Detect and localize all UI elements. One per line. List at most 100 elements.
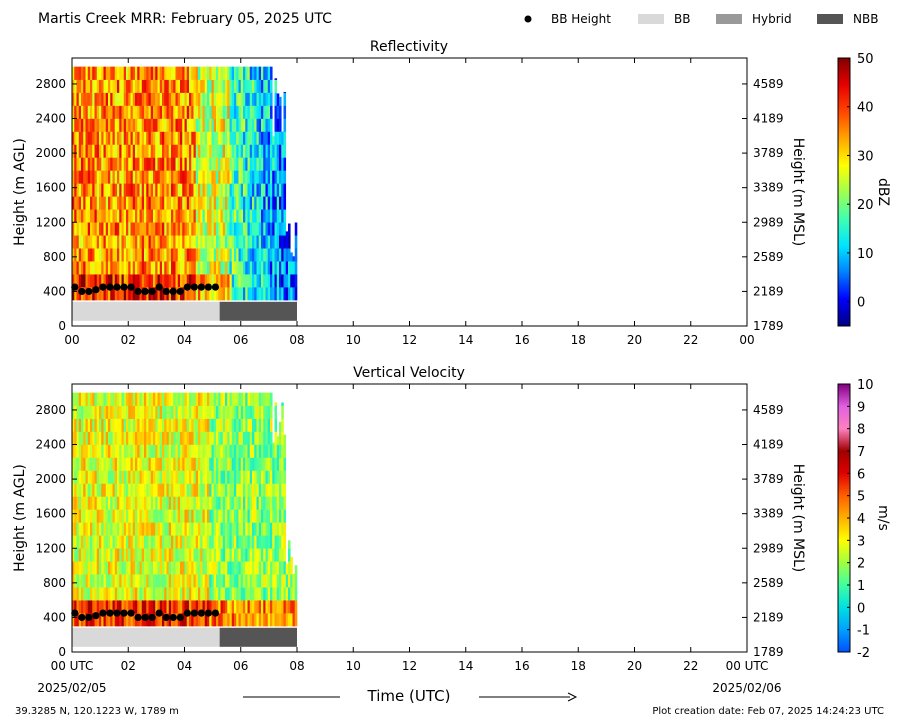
heatmap-cell: [130, 170, 134, 184]
heatmap-cell: [110, 483, 113, 497]
heatmap-cell: [128, 144, 131, 158]
heatmap-cell: [236, 92, 239, 106]
heatmap-cell: [274, 405, 278, 419]
heatmap-cell: [220, 548, 224, 562]
heatmap-cell: [182, 600, 185, 614]
heatmap-cell: [148, 405, 152, 419]
heatmap-cell: [180, 157, 183, 171]
heatmap-cell: [126, 196, 129, 210]
heatmap-cell: [171, 561, 174, 575]
heatmap-cell: [155, 157, 158, 171]
heatmap-cell: [234, 483, 237, 497]
heatmap-cell: [123, 496, 127, 510]
heatmap-cell: [285, 235, 289, 249]
heatmap-cell: [85, 183, 89, 197]
heatmap-cell: [285, 600, 289, 614]
heatmap-cell: [177, 261, 181, 275]
heatmap-cell: [90, 105, 93, 119]
heatmap-cell: [238, 235, 242, 249]
heatmap-cell: [218, 600, 221, 614]
heatmap-cell: [72, 496, 75, 510]
heatmap-cell: [182, 548, 185, 562]
heatmap-cell: [281, 522, 284, 536]
heatmap-cell: [236, 170, 239, 184]
heatmap-cell: [153, 157, 156, 171]
heatmap-cell: [222, 496, 226, 510]
heatmap-cell: [139, 405, 143, 419]
heatmap-cell: [135, 600, 138, 614]
heatmap-cell: [272, 587, 275, 601]
heatmap-cell: [240, 483, 244, 497]
heatmap-cell: [216, 92, 219, 106]
heatmap-cell: [200, 444, 203, 458]
heatmap-cell: [225, 418, 228, 432]
heatmap-cell: [150, 209, 154, 223]
heatmap-cell: [272, 209, 275, 223]
heatmap-cell: [162, 274, 165, 288]
heatmap-cell: [270, 66, 273, 80]
heatmap-cell: [110, 613, 113, 627]
heatmap-cell: [216, 209, 219, 223]
heatmap-cell: [213, 105, 217, 119]
heatmap-cell: [229, 274, 233, 288]
heatmap-cell: [159, 196, 163, 210]
heatmap-cell: [76, 222, 80, 236]
heatmap-cell: [211, 522, 215, 536]
heatmap-cell: [114, 431, 118, 445]
heatmap-cell: [193, 209, 197, 223]
heatmap-cell: [274, 157, 278, 171]
heatmap-cell: [175, 170, 179, 184]
x-tick-label: 22: [683, 659, 698, 673]
heatmap-cell: [193, 222, 197, 236]
heatmap-cell: [236, 483, 239, 497]
y-tick-label-right: 2189: [753, 610, 784, 624]
heatmap-cell: [252, 261, 255, 275]
heatmap-cell: [238, 574, 242, 588]
heatmap-cell: [265, 261, 269, 275]
heatmap-cell: [231, 79, 235, 93]
heatmap-cell: [144, 522, 147, 536]
heatmap-cell: [247, 79, 251, 93]
heatmap-cell: [213, 222, 217, 236]
heatmap-cell: [225, 535, 228, 549]
heatmap-cell: [175, 574, 179, 588]
heatmap-cell: [74, 287, 77, 301]
heatmap-cell: [81, 118, 84, 132]
heatmap-cell: [171, 183, 174, 197]
heatmap-cell: [218, 496, 221, 510]
heatmap-cell: [157, 418, 161, 432]
heatmap-cell: [202, 157, 206, 171]
heatmap-cell: [200, 600, 203, 614]
heatmap-cell: [231, 92, 235, 106]
colorbar-tick-label: -2: [857, 646, 870, 661]
heatmap-cell: [191, 574, 194, 588]
heatmap-cell: [130, 496, 134, 510]
x-tick-label: 16: [514, 333, 529, 347]
heatmap-cell: [139, 392, 143, 406]
heatmap-cell: [157, 535, 161, 549]
x-tick-label: 02: [121, 659, 136, 673]
heatmap-cell: [231, 274, 235, 288]
heatmap-cell: [211, 131, 215, 145]
heatmap-cell: [72, 561, 75, 575]
heatmap-cell: [236, 600, 239, 614]
heatmap-cell: [92, 561, 95, 575]
heatmap-cell: [184, 118, 188, 132]
heatmap-cell: [105, 522, 109, 536]
heatmap-cell: [159, 170, 163, 184]
heatmap-cell: [85, 170, 89, 184]
heatmap-cell: [256, 600, 260, 614]
heatmap-cell: [157, 105, 161, 119]
heatmap-cell: [108, 496, 111, 510]
heatmap-cell: [195, 418, 199, 432]
heatmap-cell: [249, 587, 253, 601]
heatmap-cell: [279, 600, 282, 614]
heatmap-cell: [229, 587, 233, 601]
heatmap-cell: [258, 470, 262, 484]
heatmap-cell: [112, 457, 116, 471]
heatmap-cell: [240, 561, 244, 575]
heatmap-cell: [240, 183, 244, 197]
heatmap-cell: [159, 79, 163, 93]
heatmap-cell: [157, 274, 161, 288]
